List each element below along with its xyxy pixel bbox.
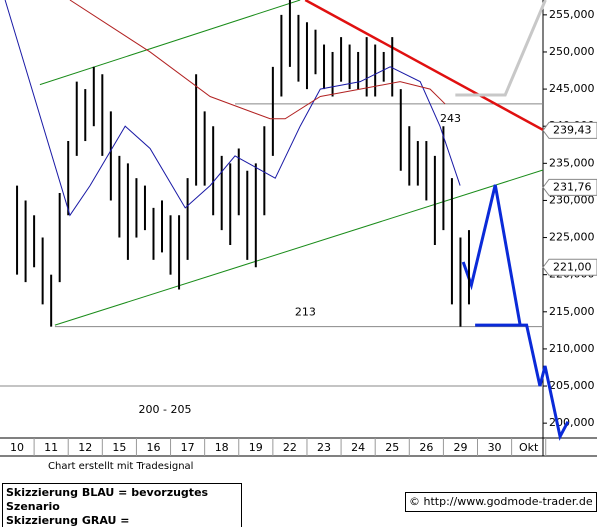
moving-average	[4, 0, 461, 217]
price-marker-label: 239,43	[553, 123, 592, 136]
price-marker	[542, 258, 597, 276]
level-label: 213	[295, 306, 316, 319]
x-tick-label: 25	[385, 441, 399, 454]
y-tick-label: 225,000	[549, 231, 595, 244]
zone-label: 200 - 205	[139, 403, 192, 416]
x-tick-label: 15	[112, 441, 126, 454]
x-tick-label: 11	[44, 441, 58, 454]
y-tick-label: 250,000	[549, 45, 595, 58]
price-marker	[542, 178, 597, 196]
x-tick-label: 18	[215, 441, 229, 454]
legend-blue: Skizzierung BLAU = bevorzugtes Szenario	[6, 486, 209, 513]
moving-average	[69, 0, 446, 120]
y-tick-label: 235,000	[549, 156, 595, 169]
trendline	[54, 169, 544, 326]
x-tick-label: 19	[249, 441, 263, 454]
legend-box: Skizzierung BLAU = bevorzugtes Szenario …	[2, 483, 242, 527]
x-tick-label: 26	[419, 441, 433, 454]
y-tick-label: 255,000	[549, 8, 595, 21]
trendline	[304, 0, 544, 132]
x-tick-label: 16	[146, 441, 160, 454]
x-tick-label: 29	[453, 441, 467, 454]
trendline	[461, 184, 570, 441]
price-marker-label: 221,00	[553, 260, 592, 273]
x-tick-label: 22	[283, 441, 297, 454]
x-tick-label: Okt	[519, 441, 539, 454]
y-tick-label: 230,000	[549, 193, 595, 206]
credit: Chart erstellt mit Tradesignal	[48, 461, 193, 472]
legend-gray: Skizzierung GRAU = Alternativszenario	[6, 514, 130, 527]
price-marker	[542, 121, 597, 139]
y-tick-label: 200,000	[549, 416, 595, 429]
y-tick-label: 215,000	[549, 305, 595, 318]
level-label: 243	[440, 112, 461, 125]
source: © http://www.godmode-trader.de	[405, 492, 597, 512]
trendline	[455, 0, 547, 97]
y-tick-label: 245,000	[549, 82, 595, 95]
x-tick-label: 23	[317, 441, 331, 454]
price-marker-label: 231,76	[553, 180, 592, 193]
trendline	[39, 0, 301, 86]
y-tick-label: 205,000	[549, 379, 595, 392]
x-tick-label: 12	[78, 441, 92, 454]
x-tick-label: 10	[10, 441, 24, 454]
x-tick-label: 30	[488, 441, 502, 454]
y-tick-label: 210,000	[549, 342, 595, 355]
x-tick-label: 17	[181, 441, 195, 454]
x-tick-label: 24	[351, 441, 365, 454]
